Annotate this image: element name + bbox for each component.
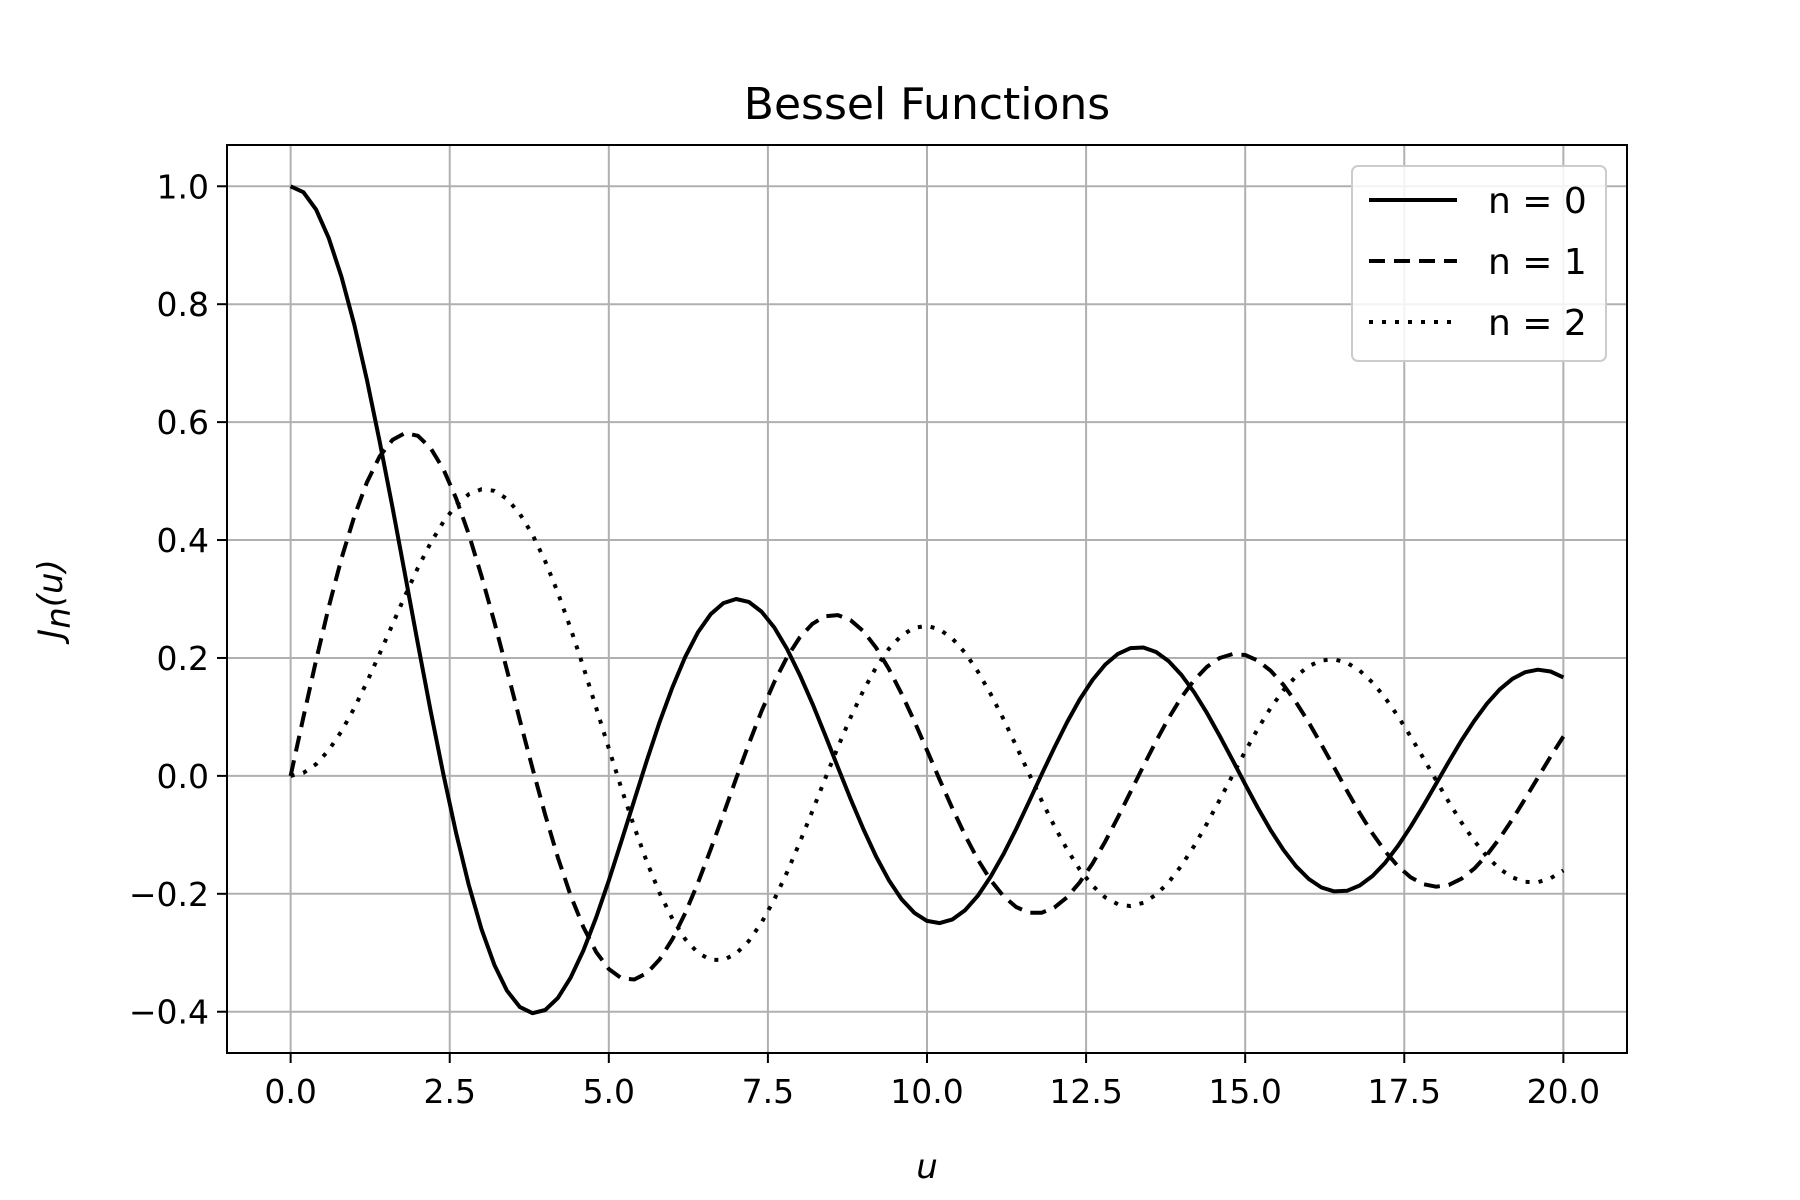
series-line-n0 — [289, 184, 1565, 1016]
y-axis-label: Jn(u) — [31, 559, 79, 645]
y-tick-label: 0.8 — [157, 285, 209, 324]
x-tick-label: 15.0 — [1208, 1072, 1281, 1111]
legend-label-n0: n = 0 — [1488, 181, 1587, 222]
x-tick-label: 0.0 — [264, 1072, 316, 1111]
x-tick-label: 10.0 — [890, 1072, 963, 1111]
x-axis-label: u — [916, 1147, 938, 1187]
y-tick-label: 0.4 — [157, 521, 209, 560]
y-tick-label: 0.6 — [157, 403, 209, 442]
legend-label-n1: n = 1 — [1488, 242, 1587, 283]
x-tick-label: 12.5 — [1049, 1072, 1122, 1111]
x-tick-label: 5.0 — [583, 1072, 635, 1111]
x-tick-label: 17.5 — [1368, 1072, 1441, 1111]
y-axis-label-main: J — [31, 629, 71, 645]
legend-box — [1351, 165, 1607, 362]
ticks-layer: 0.0 2.5 5.0 7.5 10.0 12.5 15.0 17.5 20.0 −0.4 −0.2… — [129, 167, 1600, 1111]
x-tick-label: 20.0 — [1527, 1072, 1600, 1111]
legend-label-n2: n = 2 — [1488, 303, 1587, 344]
series-layer — [288, 184, 1566, 1016]
series-line-n2 — [290, 487, 1565, 962]
legend: n = 0 n = 1 n = 2 — [1351, 165, 1607, 362]
y-tick-label: 0.2 — [157, 639, 209, 678]
y-axis-label-sub: n — [39, 607, 79, 629]
y-tick-label: 0.0 — [157, 757, 209, 796]
y-tick-label: −0.4 — [129, 993, 209, 1032]
y-axis-label-arg: (u) — [31, 559, 71, 607]
grid-layer — [227, 145, 1627, 1053]
x-tick-label: 2.5 — [423, 1072, 475, 1111]
y-tick-label: −0.2 — [129, 875, 209, 914]
chart-title: Bessel Functions — [744, 79, 1110, 130]
x-tick-label: 7.5 — [742, 1072, 794, 1111]
series-line-n1 — [288, 431, 1566, 982]
y-tick-label: 1.0 — [157, 167, 209, 206]
